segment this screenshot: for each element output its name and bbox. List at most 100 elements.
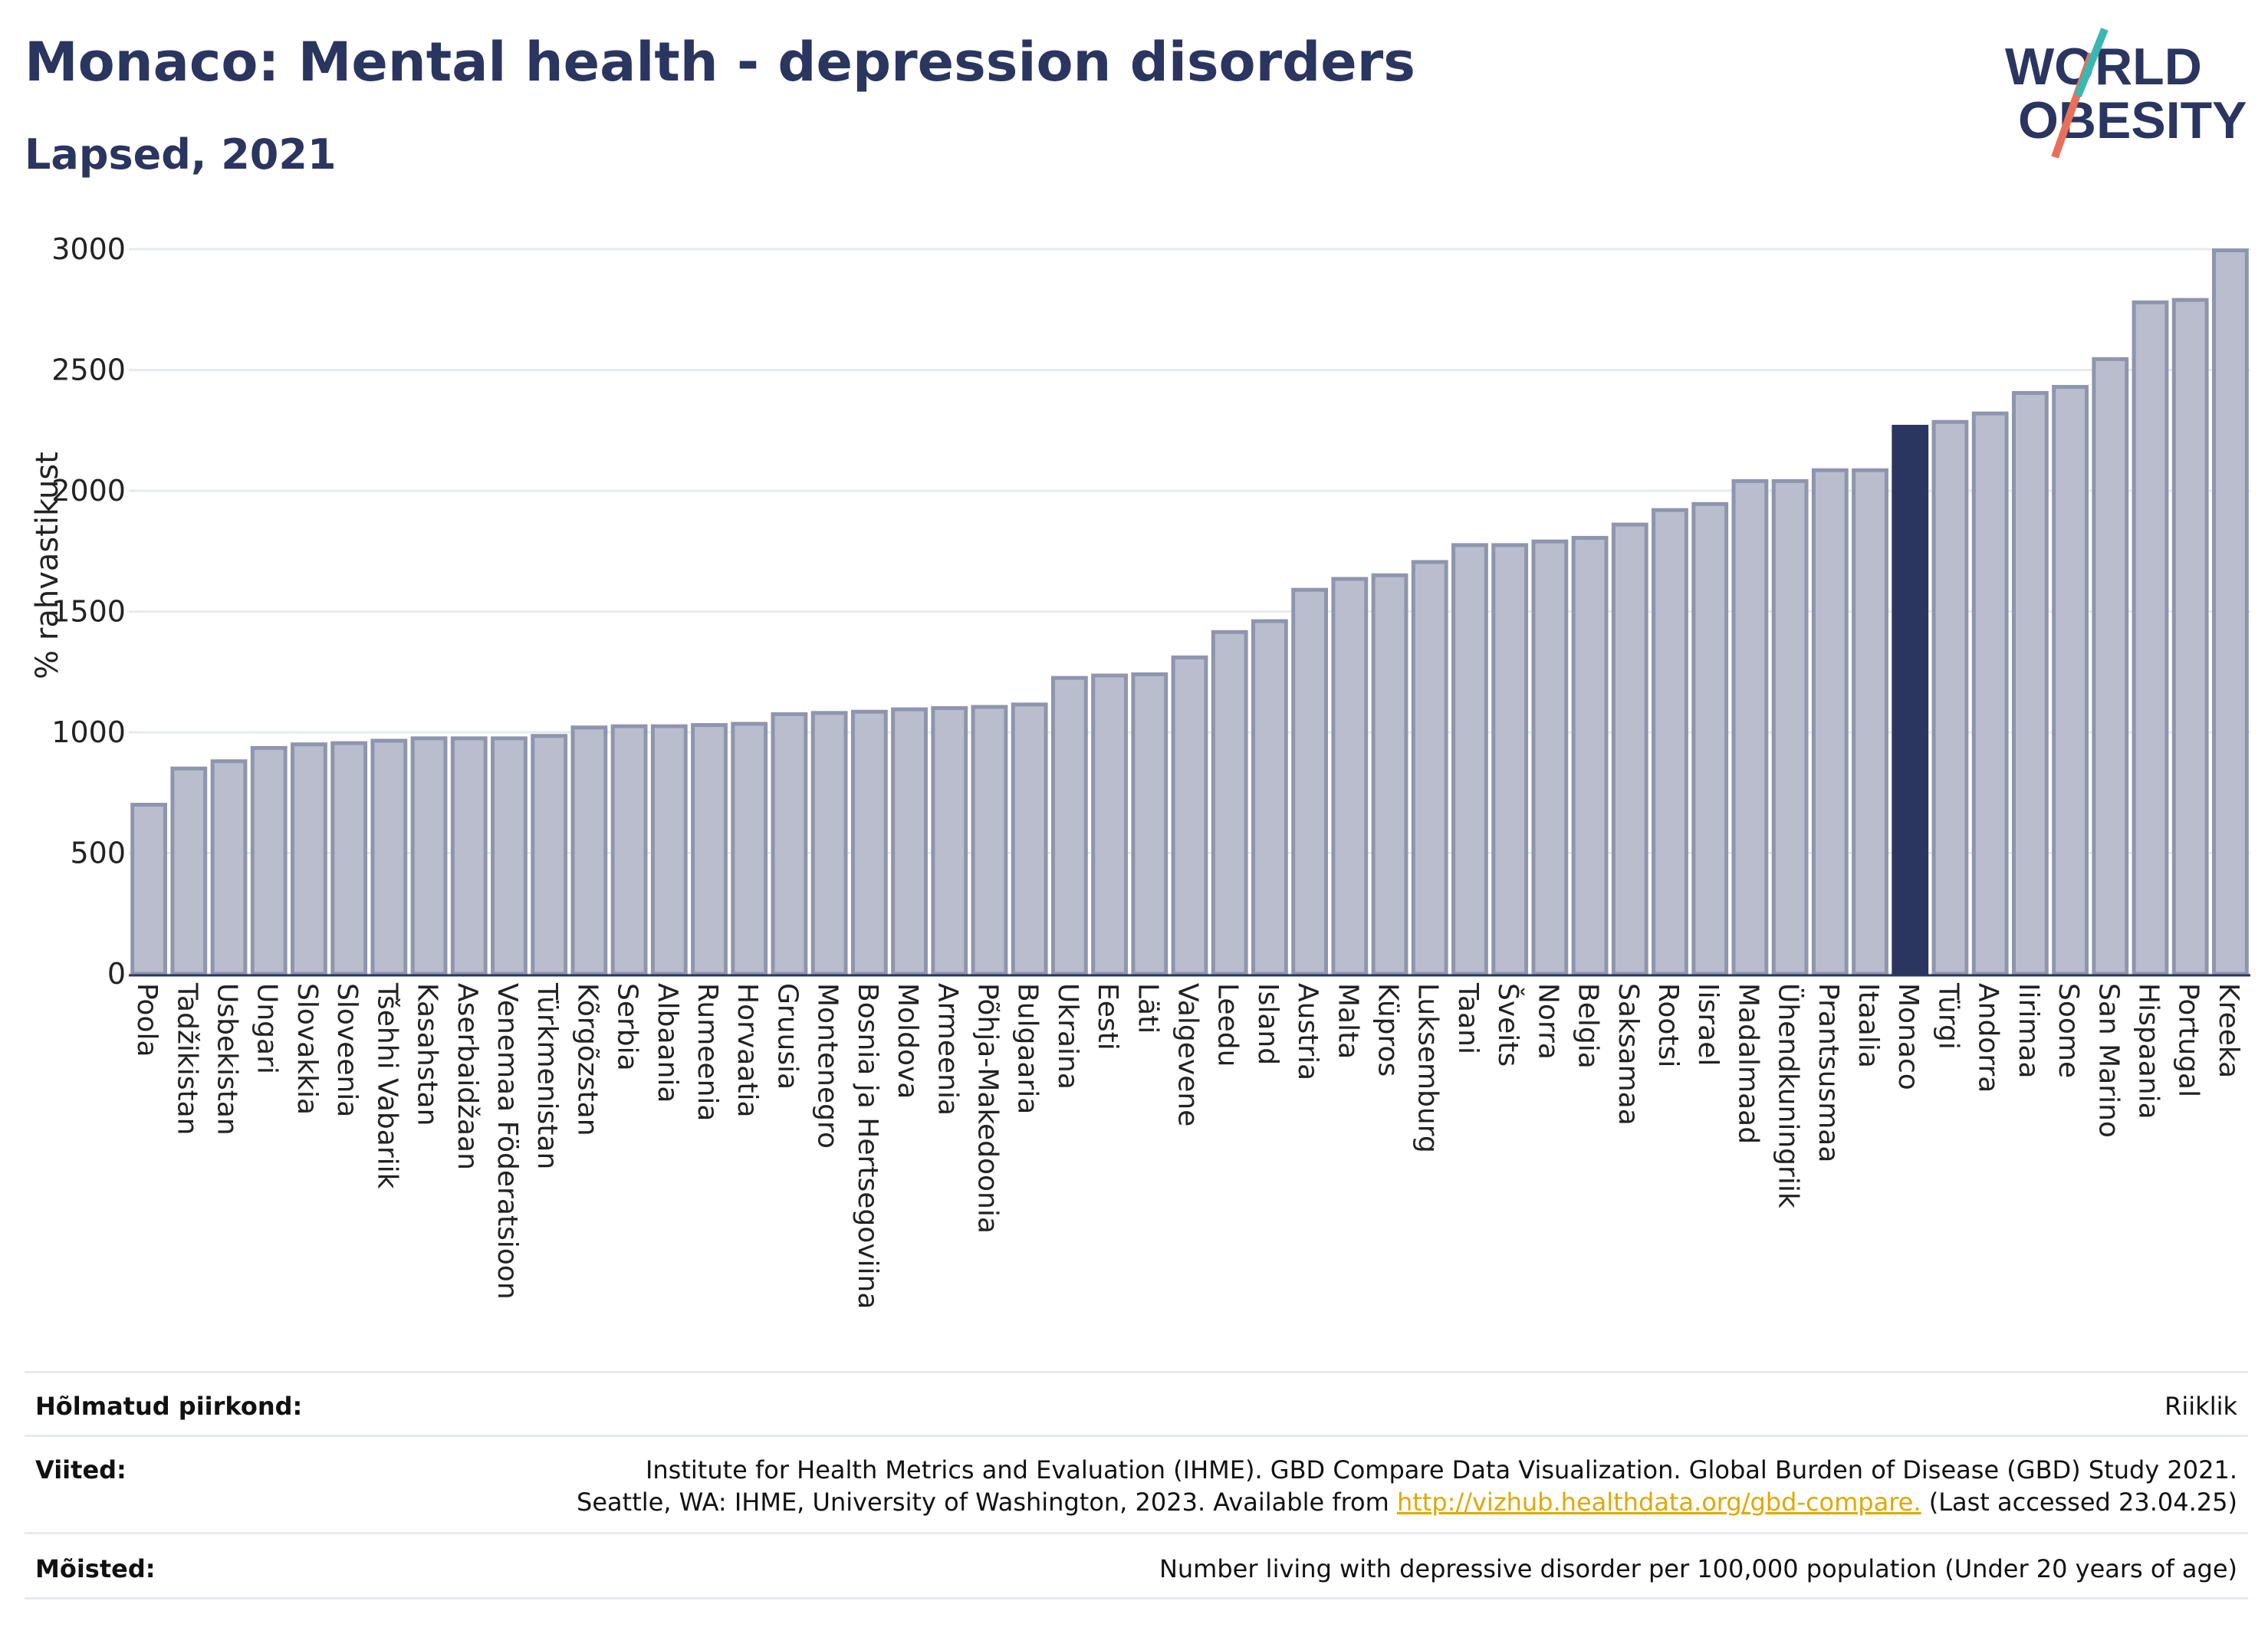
x-tick-label: Rumeenia [692,983,723,1121]
footer-label-coverage: Hõlmatud piirkond: [35,1392,303,1421]
bar [531,734,568,976]
bar [691,723,728,976]
bar [971,705,1008,976]
x-tick-label: Bulgaaria [1012,983,1044,1114]
x-tick-label: Bosnia ja Hertsegoviina [852,983,883,1309]
bar [1652,508,1688,976]
x-tick-label: Soome [2053,983,2084,1078]
x-tick-label: Valgevene [1172,983,1204,1126]
x-tick-label: Iisrael [1692,983,1724,1066]
footer-references-accessed: (Last accessed 23.04.25) [1921,1488,2237,1517]
y-axis-ticks: 0 500 1000 1500 2000 2500 3000 [51,232,126,991]
bar [1691,501,1729,976]
x-tick-label: Horvaatia [731,983,763,1118]
x-tick-label: Ukraina [1052,983,1083,1090]
x-tick-label: Andorra [1973,983,2004,1093]
bar [2011,390,2049,976]
bar [1050,676,1088,976]
x-tick-label: Saksamaa [1612,983,1644,1126]
x-tick-label: Türkmenistan [531,982,563,1169]
footer-value-definitions: Number living with depressive disorder p… [1159,1554,2237,1583]
x-tick-label: Slovakkia [291,983,323,1115]
bar [1611,522,1648,976]
bar [931,706,968,976]
x-tick-label: Madalmaad [1732,983,1763,1144]
x-tick-label: San Marino [2092,983,2124,1138]
x-tick-label: Gruusia [771,983,803,1090]
bar [2211,248,2249,976]
bar [170,766,208,976]
x-tick-label: Monaco [1892,983,1924,1090]
bar [1811,468,1849,976]
x-tick-label: Armeenia [932,983,963,1116]
bar [2052,385,2089,976]
x-tick-label: Taani [1452,982,1484,1054]
x-tick-label: Albaania [652,983,683,1103]
footer-row-references: Viited: Institute for Health Metrics and… [25,1435,2248,1532]
bar [1491,543,1529,976]
bar [1011,702,1048,976]
bar [650,724,688,976]
bar [1731,478,1769,976]
x-tick-label: Austria [1292,983,1323,1080]
bar [1171,655,1208,976]
x-tick-label: Serbia [612,983,643,1071]
bar [370,738,408,976]
x-tick-label: Läti [1132,983,1163,1034]
bar [1771,478,1809,976]
x-tick-label: Prantsusmaa [1813,983,1844,1162]
x-tick-label: Aserbaidžaan [452,983,483,1170]
x-tick-label: Šveits [1492,983,1524,1067]
y-tick-label: 500 [70,837,126,870]
y-tick-label: 1000 [51,715,126,749]
footer-value-references-line2: Seattle, WA: IHME, University of Washing… [577,1488,2237,1517]
x-tick-label: Tadžikistan [171,982,202,1135]
x-tick-label: Leedu [1212,983,1244,1067]
x-tick-label: Poola [131,983,163,1057]
y-tick-label: 0 [107,957,126,991]
bar [1571,535,1609,976]
x-tick-label: Malta [1332,983,1363,1059]
bar [731,722,768,976]
bar [1291,587,1329,976]
bar [130,803,168,976]
source-link[interactable]: http://vizhub.healthdata.org/gbd-compare… [1396,1488,1921,1517]
bar [250,745,288,976]
logo-slash-upper [2074,28,2109,97]
bar [2132,300,2169,976]
x-tick-label: Eesti [1092,983,1123,1050]
footer-table: Hõlmatud piirkond: Riiklik Viited: Insti… [25,1371,2248,1599]
x-tick-label: Ühendkuningriik [1773,983,1805,1208]
x-tick-label: Iirimaa [2013,983,2044,1079]
world-obesity-logo: WORLD OBESITY [2005,28,2247,159]
y-tick-label: 2000 [51,474,126,508]
x-tick-label: Luksemburg [1412,983,1444,1153]
bar [1451,543,1488,976]
footer-row-coverage: Hõlmatud piirkond: Riiklik [25,1371,2248,1435]
bar [291,742,327,976]
x-tick-label: Ungari [251,983,283,1074]
chart-subtitle: Lapsed, 2021 [25,130,337,179]
y-tick-label: 3000 [51,232,126,266]
bar [2171,298,2209,976]
x-tick-label: Tšehhi Vabariik [371,982,403,1189]
bar [450,736,488,976]
footer-row-definitions: Mõisted: Number living with depressive d… [25,1532,2248,1599]
x-tick-label: Usbekistan [212,983,243,1136]
x-tick-label: Kõrgõzstan [571,983,603,1136]
bar [1131,672,1169,976]
x-tick-label: Norra [1532,983,1563,1060]
bar [1371,573,1408,976]
bar [2092,357,2129,976]
bar [1531,539,1569,976]
bar [1931,419,1969,976]
bar [330,741,368,976]
bar [891,707,928,976]
x-tick-label: Belgia [1573,983,1604,1069]
bar [1411,560,1448,976]
bars [130,248,2249,976]
footer-value-references-line1: Institute for Health Metrics and Evaluat… [645,1455,2237,1484]
x-tick-label: Kreeka [2213,983,2244,1078]
x-tick-label: Montenegro [812,983,843,1149]
x-tick-label: Küpros [1372,983,1404,1077]
